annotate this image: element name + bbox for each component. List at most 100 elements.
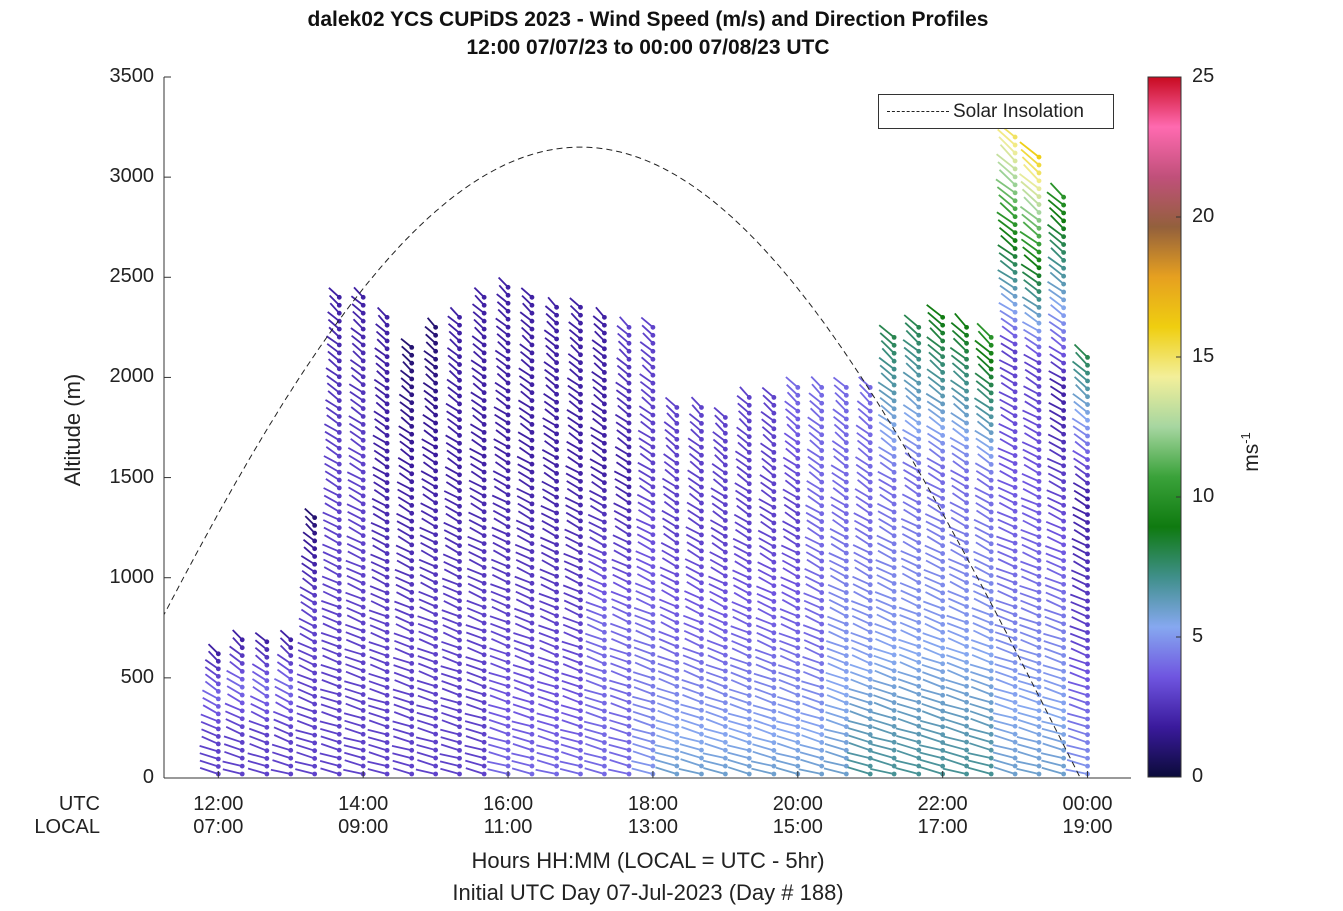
wind-barb-dot bbox=[384, 330, 390, 336]
wind-barb-dot bbox=[1061, 763, 1067, 769]
wind-barb-dot bbox=[722, 478, 728, 484]
wind-barb bbox=[946, 622, 967, 632]
wind-barb bbox=[704, 742, 726, 752]
wind-barb bbox=[880, 404, 895, 418]
wind-barb-dot bbox=[626, 460, 632, 466]
wind-barb bbox=[732, 537, 750, 548]
wind-barb-dot bbox=[1061, 273, 1067, 279]
wind-barb bbox=[1023, 456, 1040, 467]
wind-barb-dot bbox=[554, 565, 559, 571]
wind-barb-dot bbox=[457, 661, 462, 667]
wind-barb-dot bbox=[722, 668, 728, 674]
wind-barb bbox=[490, 583, 509, 592]
wind-barb bbox=[859, 391, 871, 404]
wind-barb-dot bbox=[771, 622, 777, 628]
wind-barb-dot bbox=[481, 755, 487, 761]
wind-barb-dot bbox=[964, 508, 969, 514]
wind-barb bbox=[977, 330, 992, 346]
wind-barb bbox=[566, 480, 581, 491]
wind-barb-dot bbox=[674, 588, 680, 594]
wind-barb bbox=[833, 384, 847, 397]
wind-barb-dot bbox=[457, 574, 462, 580]
wind-barb-dot bbox=[1061, 502, 1067, 508]
wind-barb-dot bbox=[771, 591, 777, 596]
wind-barb-dot bbox=[1061, 755, 1067, 761]
wind-barb bbox=[1023, 463, 1040, 475]
wind-barb bbox=[493, 477, 509, 488]
wind-barb bbox=[641, 396, 654, 408]
wind-barb-dot bbox=[384, 409, 390, 415]
wind-barb-dot bbox=[916, 628, 922, 633]
wind-barb-dot bbox=[843, 740, 849, 745]
wind-barb bbox=[684, 590, 702, 600]
wind-barb-dot bbox=[940, 614, 946, 619]
wind-barb-dot bbox=[336, 429, 342, 435]
wind-barb-dot bbox=[1036, 423, 1042, 429]
wind-barb-dot bbox=[312, 616, 318, 622]
wind-barb-dot bbox=[650, 332, 656, 338]
wind-barb bbox=[565, 504, 581, 514]
wind-barb-dot bbox=[578, 534, 583, 540]
wind-barb-dot bbox=[699, 460, 704, 466]
wind-barb-dot bbox=[457, 354, 462, 360]
wind-barb-dot bbox=[674, 468, 680, 474]
wind-barb-dot bbox=[529, 628, 535, 634]
wind-barb-dot bbox=[795, 637, 801, 643]
wind-barb-dot bbox=[819, 432, 825, 438]
wind-barb-dot bbox=[602, 354, 607, 360]
wind-barb-dot bbox=[867, 574, 873, 580]
wind-barb-dot bbox=[360, 350, 366, 356]
wind-barb-dot bbox=[433, 747, 439, 753]
wind-barb bbox=[999, 144, 1016, 162]
wind-barb-dot bbox=[384, 755, 390, 761]
wind-barb-dot bbox=[674, 755, 680, 761]
wind-barb-dot bbox=[1012, 580, 1018, 586]
wind-barb bbox=[271, 743, 292, 752]
wind-barb-dot bbox=[529, 390, 535, 396]
wind-barb-dot bbox=[1036, 605, 1042, 611]
wind-barb bbox=[828, 630, 847, 641]
wind-barb-dot bbox=[940, 645, 946, 651]
wind-barb bbox=[903, 379, 920, 392]
wind-barb-dot bbox=[819, 692, 825, 698]
wind-barb bbox=[469, 423, 485, 434]
wind-barb bbox=[654, 744, 678, 751]
wind-barb-dot bbox=[529, 604, 535, 610]
wind-barb bbox=[538, 671, 557, 680]
wind-barb bbox=[926, 489, 944, 500]
wind-barb-dot bbox=[1036, 249, 1042, 255]
wind-barb-dot bbox=[481, 398, 487, 403]
wind-barb-dot bbox=[602, 480, 607, 486]
wind-barb bbox=[440, 704, 460, 712]
wind-barb-dot bbox=[746, 591, 752, 596]
y-tick-label: 500 bbox=[120, 665, 154, 688]
wind-barb-dot bbox=[626, 404, 632, 410]
wind-barb bbox=[518, 446, 533, 457]
wind-barb-dot bbox=[215, 756, 221, 762]
wind-barb-dot bbox=[867, 692, 873, 698]
wind-barb bbox=[1046, 535, 1065, 546]
wind-barb-dot bbox=[626, 580, 632, 585]
wind-barb-dot bbox=[1012, 484, 1018, 490]
wind-barb bbox=[586, 577, 605, 586]
wind-barb-dot bbox=[964, 532, 969, 538]
wind-barb bbox=[857, 479, 871, 491]
wind-barb bbox=[829, 606, 847, 618]
wind-barb bbox=[468, 558, 485, 569]
wind-barb bbox=[729, 703, 750, 713]
wind-profile bbox=[487, 276, 511, 777]
wind-barb-dot bbox=[409, 408, 415, 413]
wind-barb bbox=[851, 615, 871, 625]
wind-barb-dot bbox=[819, 747, 825, 753]
wind-barb-dot bbox=[916, 588, 922, 593]
wind-profile bbox=[775, 376, 801, 777]
wind-barb bbox=[541, 480, 558, 491]
wind-barb bbox=[786, 391, 799, 404]
wind-barb-dot bbox=[626, 524, 632, 530]
wind-barb bbox=[491, 605, 509, 616]
wind-barb-dot bbox=[336, 731, 342, 737]
wind-barb-dot bbox=[336, 310, 342, 316]
wind-barb bbox=[809, 407, 823, 420]
wind-barb-dot bbox=[529, 406, 535, 411]
wind-barb bbox=[875, 566, 895, 577]
